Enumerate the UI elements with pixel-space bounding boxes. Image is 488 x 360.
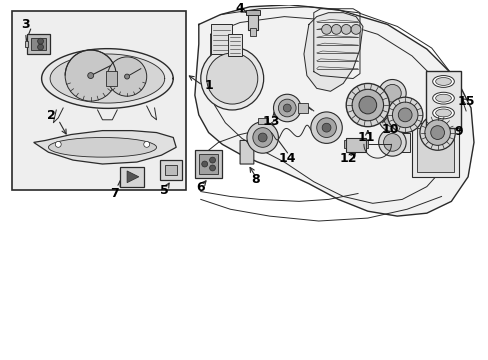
Circle shape xyxy=(209,157,215,163)
Text: 12: 12 xyxy=(339,152,356,165)
Ellipse shape xyxy=(432,107,453,119)
Bar xyxy=(395,132,409,152)
Circle shape xyxy=(331,24,341,34)
Circle shape xyxy=(252,128,272,147)
Circle shape xyxy=(391,102,417,128)
Bar xyxy=(249,28,255,36)
Bar xyxy=(411,123,458,177)
Circle shape xyxy=(351,89,383,121)
Circle shape xyxy=(273,94,301,122)
Circle shape xyxy=(209,165,215,171)
Ellipse shape xyxy=(432,76,453,87)
Polygon shape xyxy=(41,49,173,108)
Circle shape xyxy=(398,108,411,122)
Circle shape xyxy=(383,134,401,151)
Polygon shape xyxy=(127,171,139,183)
Bar xyxy=(257,118,267,124)
Bar xyxy=(298,103,307,113)
Circle shape xyxy=(350,24,360,34)
Circle shape xyxy=(378,129,406,156)
Text: 7: 7 xyxy=(110,187,119,200)
Circle shape xyxy=(378,80,406,107)
Circle shape xyxy=(424,120,449,145)
Circle shape xyxy=(278,99,296,117)
Polygon shape xyxy=(50,54,164,103)
Circle shape xyxy=(383,84,401,102)
Bar xyxy=(247,13,257,30)
Polygon shape xyxy=(304,13,362,91)
Circle shape xyxy=(383,109,401,127)
Circle shape xyxy=(430,126,444,139)
Text: 5: 5 xyxy=(160,184,168,197)
Circle shape xyxy=(87,73,93,78)
Bar xyxy=(344,140,346,148)
Bar xyxy=(27,34,50,54)
Circle shape xyxy=(65,50,116,101)
Text: 13: 13 xyxy=(263,115,280,128)
Circle shape xyxy=(55,141,61,147)
Bar xyxy=(120,167,143,186)
Circle shape xyxy=(107,57,146,96)
Bar xyxy=(365,140,367,148)
Bar xyxy=(195,150,222,178)
Bar xyxy=(245,10,259,15)
Circle shape xyxy=(341,24,350,34)
Bar xyxy=(106,71,117,86)
Bar xyxy=(160,160,182,180)
Circle shape xyxy=(378,104,406,132)
Circle shape xyxy=(346,84,388,127)
Bar xyxy=(228,34,242,56)
Circle shape xyxy=(202,161,207,167)
Text: 2: 2 xyxy=(47,109,56,122)
Ellipse shape xyxy=(48,138,156,157)
Circle shape xyxy=(201,47,263,110)
Bar xyxy=(199,154,218,174)
Bar xyxy=(25,41,28,47)
Bar xyxy=(12,11,185,190)
Circle shape xyxy=(322,123,330,132)
Text: 14: 14 xyxy=(278,152,295,165)
Circle shape xyxy=(206,53,257,104)
Polygon shape xyxy=(34,131,176,164)
Bar xyxy=(346,139,365,152)
Text: 6: 6 xyxy=(196,181,204,194)
Text: 15: 15 xyxy=(456,95,474,108)
Circle shape xyxy=(358,96,376,114)
Circle shape xyxy=(124,74,129,79)
Circle shape xyxy=(283,104,290,112)
Text: 8: 8 xyxy=(251,173,260,186)
Circle shape xyxy=(258,133,266,142)
Ellipse shape xyxy=(432,92,453,104)
Circle shape xyxy=(143,141,149,147)
Ellipse shape xyxy=(435,109,450,117)
Bar xyxy=(210,24,232,54)
Bar xyxy=(165,165,177,175)
Circle shape xyxy=(419,115,454,150)
Text: 11: 11 xyxy=(356,131,374,144)
Text: 1: 1 xyxy=(204,79,213,92)
Circle shape xyxy=(246,122,278,153)
Bar xyxy=(31,38,46,50)
Bar xyxy=(425,71,460,128)
Text: 10: 10 xyxy=(381,123,398,136)
Circle shape xyxy=(38,44,43,50)
Text: 3: 3 xyxy=(21,18,30,31)
Circle shape xyxy=(38,38,43,44)
Circle shape xyxy=(386,97,422,132)
Bar xyxy=(416,128,453,172)
Circle shape xyxy=(310,112,342,143)
Ellipse shape xyxy=(435,94,450,102)
Ellipse shape xyxy=(435,77,450,85)
Polygon shape xyxy=(240,140,253,164)
Circle shape xyxy=(316,118,336,138)
Polygon shape xyxy=(195,5,473,216)
Text: 4: 4 xyxy=(235,2,244,15)
Circle shape xyxy=(321,24,331,34)
Text: 9: 9 xyxy=(453,125,462,138)
